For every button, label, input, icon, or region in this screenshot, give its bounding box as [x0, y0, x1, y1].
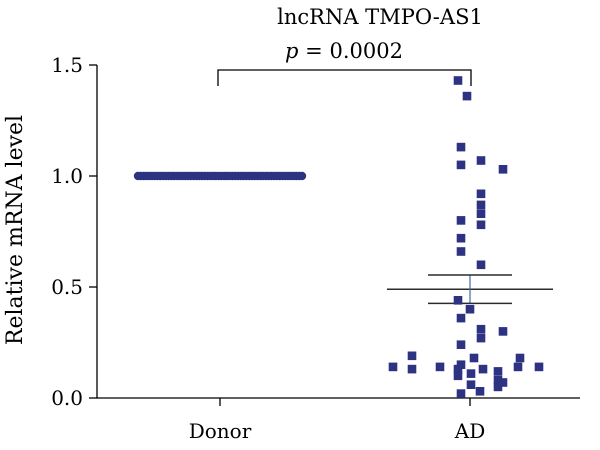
- ad-point: [456, 389, 466, 398]
- p-value-symbol: p: [285, 39, 298, 63]
- x-tick-label: Donor: [189, 419, 252, 443]
- ad-point: [534, 362, 544, 372]
- ad-point: [465, 304, 475, 314]
- ad-point: [478, 364, 488, 374]
- y-tick-label: 0.0: [51, 386, 83, 410]
- y-ticks: 0.0 0.5 1.0 1.5: [51, 53, 97, 410]
- axes: [96, 65, 580, 399]
- ad-point: [475, 387, 485, 396]
- p-value-number: 0.0002: [329, 39, 402, 63]
- ad-point: [476, 189, 486, 199]
- y-tick-label: 1.5: [51, 53, 83, 77]
- ad-point: [476, 260, 486, 270]
- ad-point: [462, 91, 472, 101]
- ad-point: [453, 296, 463, 305]
- y-tick-label: 0.5: [51, 275, 83, 299]
- ad-point: [453, 364, 463, 374]
- p-value-equals: =: [299, 39, 330, 63]
- ad-point: [469, 353, 479, 363]
- ad-point: [466, 380, 476, 389]
- ad-point: [456, 216, 466, 225]
- ad-point: [456, 247, 466, 256]
- ad-point: [456, 360, 466, 369]
- ad-point: [456, 160, 466, 170]
- data-points: [133, 76, 544, 398]
- error-bars: [387, 274, 553, 305]
- ad-point: [407, 364, 417, 374]
- ad-point: [388, 362, 398, 372]
- ad-point: [453, 371, 463, 381]
- ad-point: [498, 378, 508, 387]
- chart-title: lncRNA TMPO-AS1: [277, 5, 483, 29]
- ad-point: [476, 156, 486, 165]
- p-value-annotation: p = 0.0002: [285, 39, 403, 63]
- ad-point: [476, 200, 486, 210]
- ad-point: [456, 233, 466, 243]
- ad-point: [466, 369, 476, 378]
- ad-point: [498, 165, 508, 174]
- axis-lines: [96, 65, 580, 399]
- ad-point: [476, 220, 486, 230]
- ad-point: [476, 324, 486, 334]
- ad-point: [513, 362, 523, 372]
- ad-point: [407, 351, 417, 361]
- ad-point: [515, 353, 525, 363]
- donor-point: [297, 171, 307, 181]
- x-tick-label: AD: [454, 419, 485, 443]
- ad-point: [493, 375, 503, 385]
- ad-point: [493, 382, 503, 392]
- x-ticks: Donor AD: [189, 398, 485, 443]
- significance-bracket: [217, 69, 472, 86]
- ad-point: [435, 362, 445, 372]
- ad-point: [476, 333, 486, 343]
- y-tick-label: 1.0: [51, 164, 83, 188]
- ad-point: [453, 76, 463, 85]
- ad-point: [498, 327, 508, 336]
- ad-point: [456, 313, 466, 323]
- ad-point: [493, 367, 503, 376]
- ad-point: [456, 340, 466, 349]
- y-axis-label: Relative mRNA level: [3, 115, 28, 345]
- ad-point: [456, 142, 466, 152]
- ad-point: [476, 209, 486, 218]
